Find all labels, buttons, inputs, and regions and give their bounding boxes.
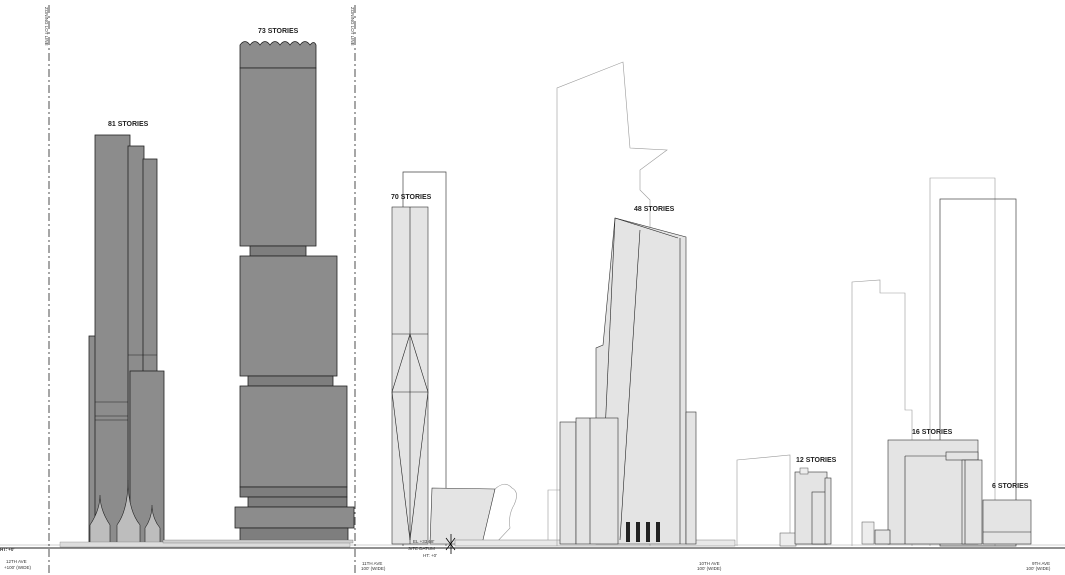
tower-81-stories: 81 STORIES [88, 121, 165, 545]
avenue-10th-width: 100' (WIDE) [697, 566, 722, 571]
tower-48-stories: 48 STORIES [547, 206, 697, 545]
background-tower-ghost [556, 61, 668, 546]
building-12-label: 12 STORIES [796, 457, 837, 464]
tower-48-label: 48 STORIES [634, 206, 675, 213]
low-ghost-building [736, 454, 791, 546]
avenue-11th-width: 100' (WIDE) [361, 566, 386, 571]
avenue-10th: 10TH AVE 100' (WIDE) [697, 561, 722, 571]
streetscape [59, 539, 354, 548]
building-12-stories: 12 STORIES [779, 457, 837, 547]
zoning-lot-line-right: ZONING LOT LINE [350, 5, 356, 575]
zoning-lot-line-left-label: ZONING LOT LINE [44, 7, 49, 46]
building-6-stories: 6 STORIES [982, 483, 1032, 545]
avenue-9th-name: 9TH AVE [1032, 561, 1050, 566]
tower-81-label: 81 STORIES [108, 121, 149, 128]
avenue-11th: 11TH AVE 100' (WIDE) [361, 561, 386, 571]
datum-height: HT: +0' [423, 553, 437, 558]
podium-angled [429, 483, 517, 545]
tower-73-label: 73 STORIES [258, 28, 299, 35]
tower-73-stories: 73 STORIES [234, 28, 355, 545]
zoning-lot-line-right-label: ZONING LOT LINE [350, 7, 355, 46]
avenue-9th-width: 100' (WIDE) [1026, 566, 1051, 571]
avenue-9th: 9TH AVE 100' (WIDE) [1026, 561, 1051, 571]
zoning-lot-line-left: ZONING LOT LINE [44, 5, 50, 575]
building-16-stories: 16 STORIES [861, 429, 983, 545]
tower-70-stories: 70 STORIES [391, 171, 447, 546]
site-datum-marker: EL +33.68' SITE DATUM HT: +0' [408, 534, 456, 558]
datum-site-label: SITE DATUM [408, 546, 435, 551]
avenue-10th-name: 10TH AVE [699, 561, 720, 566]
avenue-12th-width: +100' (WIDE) [4, 565, 31, 570]
right-ghost-buildings [851, 177, 1017, 547]
datum-elevation: EL +33.68' [413, 539, 434, 544]
building-6-label: 6 STORIES [992, 483, 1029, 490]
avenue-11th-name: 11TH AVE [362, 561, 382, 566]
tower-70-label: 70 STORIES [391, 194, 432, 201]
building-16-label: 16 STORIES [912, 429, 953, 436]
avenue-12th: 12TH AVE +100' (WIDE) [4, 559, 31, 570]
avenue-12th-name: 12TH AVE [6, 559, 27, 564]
datum-left-label: HT: +0' [0, 547, 14, 552]
